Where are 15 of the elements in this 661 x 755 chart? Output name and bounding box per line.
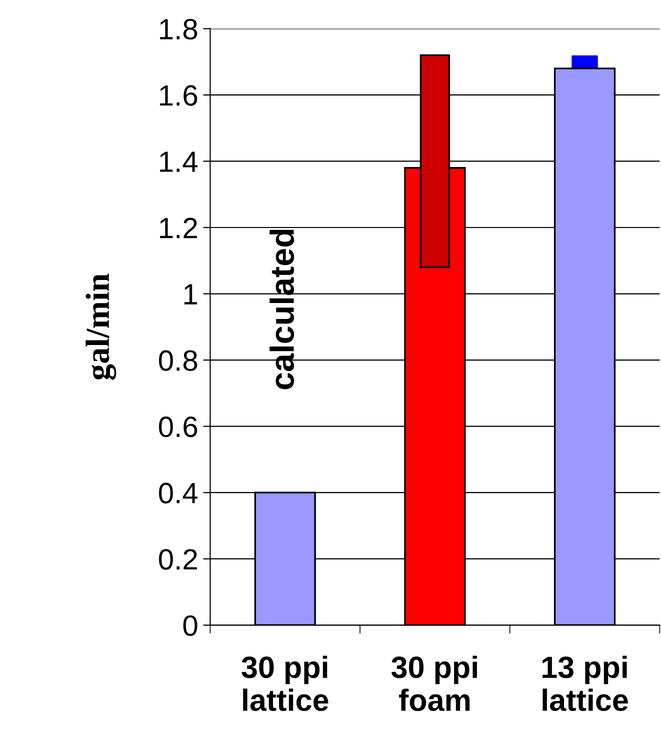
y-tick-label: 0.6 [158,416,198,438]
y-tick-label: 0 [183,615,198,636]
y-tick-label: 1 [184,284,197,304]
y-tick-label: 1.4 [160,152,198,172]
x-tick-label: 13 ppi lattice [542,656,628,712]
annotation: calculated [270,230,294,390]
y-tick-label: 0.8 [158,350,198,371]
x-tick-label: 30 ppi lattice [242,656,328,712]
x-tick-label: 30 ppi foam [391,656,477,712]
y-tick-label: 1.8 [160,18,198,40]
y-tick-label: 1.6 [160,85,198,106]
y-tick-label: 0.4 [158,482,198,504]
y-tick-label: 0.2 [158,549,197,570]
y-axis-title: gal/min [86,274,116,380]
y-tick-label: 1.2 [160,218,197,238]
